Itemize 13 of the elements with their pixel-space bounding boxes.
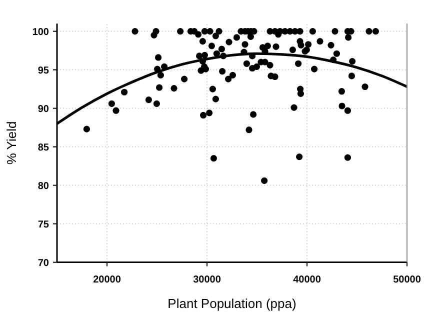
x-tick-label: 20000 [93,274,122,286]
x-tick-label: 50000 [393,274,422,286]
y-tick-label: 75 [38,219,50,230]
x-tick-label: 30000 [193,274,222,286]
x-tick-label: 40000 [293,274,322,286]
y-tick-label: 90 [38,104,50,115]
y-tick-label: 80 [38,180,50,192]
x-axis-title: Plant Population (ppa) [168,296,296,311]
y-axis-title: % Yield [4,121,19,165]
y-tick-label: 95 [38,65,50,76]
y-tick-label: 70 [38,258,50,269]
y-tick-label: 100 [32,26,50,38]
y-tick-label: 85 [38,142,50,154]
